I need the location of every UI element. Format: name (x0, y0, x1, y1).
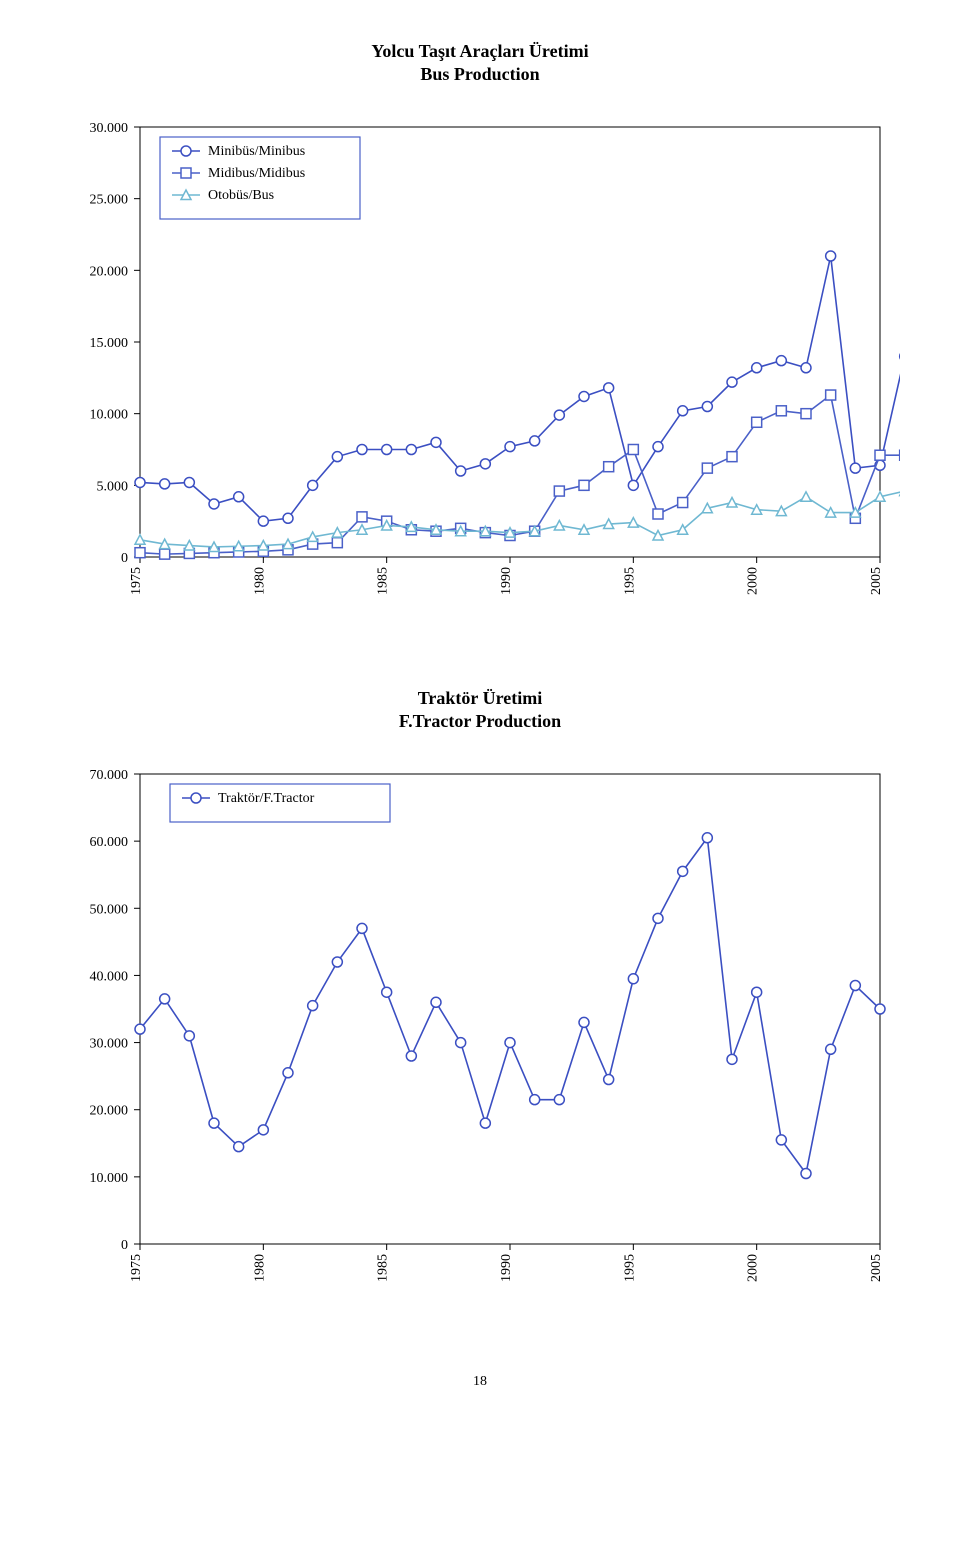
svg-text:1980: 1980 (252, 1254, 267, 1282)
svg-text:2005: 2005 (869, 1254, 884, 1282)
svg-text:2000: 2000 (746, 567, 761, 595)
svg-text:2000: 2000 (746, 1254, 761, 1282)
svg-text:10.000: 10.000 (90, 1170, 129, 1185)
svg-text:15.000: 15.000 (90, 336, 129, 351)
svg-text:2005: 2005 (869, 567, 884, 595)
svg-text:1975: 1975 (129, 567, 144, 595)
svg-text:30.000: 30.000 (90, 1036, 129, 1051)
tractor-production-chart: Traktör Üretimi F.Tractor Production 0 10… (60, 687, 900, 1314)
svg-text:1975: 1975 (129, 1254, 144, 1282)
svg-text:20.000: 20.000 (90, 264, 129, 279)
svg-text:Minibüs/Minibus: Minibüs/Minibus (208, 144, 305, 159)
bus-production-chart: Yolcu Taşıt Araçları Üretimi Bus Product… (60, 40, 900, 627)
svg-text:0: 0 (121, 551, 128, 566)
chart2-svg: 0 10.000 20.000 30.000 40.000 50.000 60.000 70.… (60, 754, 900, 1314)
chart1-title-line1: Yolcu Taşıt Araçları Üretimi (60, 40, 900, 63)
svg-text:Midibus/Midibus: Midibus/Midibus (208, 166, 305, 181)
svg-text:1985: 1985 (376, 1254, 391, 1282)
svg-text:5.000: 5.000 (97, 479, 129, 494)
chart1-title: Yolcu Taşıt Araçları Üretimi Bus Product… (60, 40, 900, 87)
chart2-title: Traktör Üretimi F.Tractor Production (60, 687, 900, 734)
svg-text:1985: 1985 (376, 567, 391, 595)
svg-text:1995: 1995 (622, 1254, 637, 1282)
svg-text:1990: 1990 (499, 1254, 514, 1282)
svg-text:30.000: 30.000 (90, 121, 129, 136)
svg-text:50.000: 50.000 (90, 902, 129, 917)
svg-text:20.000: 20.000 (90, 1103, 129, 1118)
svg-text:1980: 1980 (252, 567, 267, 595)
svg-text:60.000: 60.000 (90, 835, 129, 850)
svg-text:Traktör/F.Tractor: Traktör/F.Tractor (218, 791, 315, 806)
chart1-svg: 0 5.000 10.000 15.000 20.000 25.000 30.000 1975… (60, 107, 900, 627)
page-number: 18 (60, 1374, 900, 1390)
svg-text:70.000: 70.000 (90, 768, 129, 783)
svg-text:Otobüs/Bus: Otobüs/Bus (208, 188, 274, 203)
svg-text:10.000: 10.000 (90, 407, 129, 422)
svg-text:1995: 1995 (622, 567, 637, 595)
svg-text:40.000: 40.000 (90, 969, 129, 984)
chart1-title-line2: Bus Production (60, 63, 900, 86)
chart2-title-line2: F.Tractor Production (60, 710, 900, 733)
chart2-title-line1: Traktör Üretimi (60, 687, 900, 710)
svg-text:1990: 1990 (499, 567, 514, 595)
svg-text:25.000: 25.000 (90, 192, 129, 207)
svg-text:0: 0 (121, 1238, 128, 1253)
